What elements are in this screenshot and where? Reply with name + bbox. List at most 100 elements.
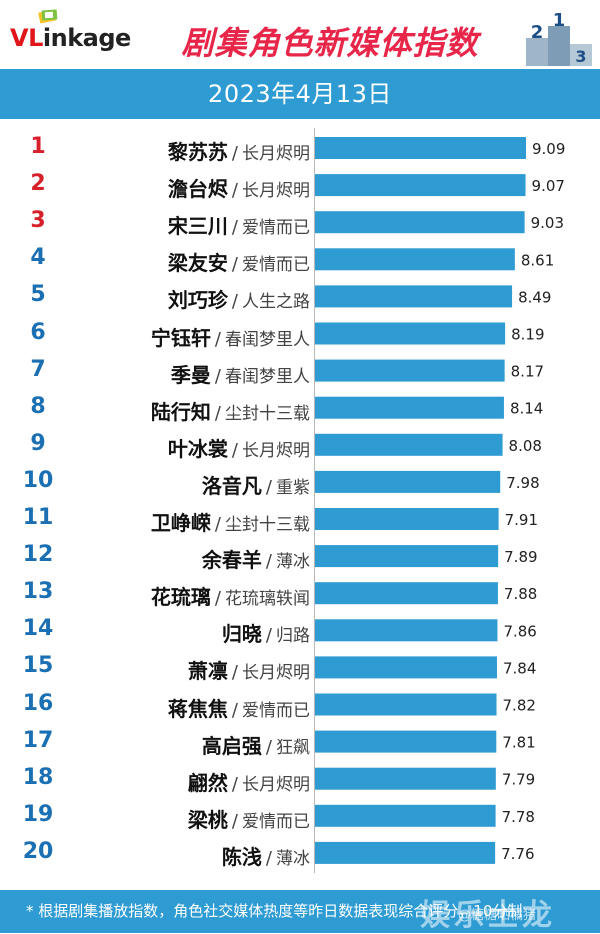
rank-number: 19 <box>22 801 54 827</box>
separator: / <box>265 625 272 647</box>
role-label: 梁友安 / 爱情而已 <box>168 247 310 276</box>
rank-number: 2 <box>30 171 46 197</box>
drama-name: 尘封十三载 <box>225 515 310 535</box>
value-label: 7.89 <box>504 548 537 566</box>
role-label: 宋三川 / 爱情而已 <box>168 210 310 239</box>
podium-digit-2: 2 <box>531 22 544 43</box>
podium-icon: 2 1 3 <box>526 10 592 66</box>
role-label: 翩然 / 长月烬明 <box>188 767 310 796</box>
rank-number: 4 <box>30 245 46 271</box>
value-label: 7.88 <box>504 585 537 603</box>
role-name: 花琉璃 <box>150 585 211 610</box>
role-label: 洛音凡 / 重紫 <box>202 470 310 499</box>
ranking-row: 14 归晓 / 归路 <box>0 612 600 649</box>
watermark: 娱乐土龙 <box>420 898 556 933</box>
separator: / <box>214 328 221 350</box>
bar <box>315 248 515 271</box>
value-label: 7.82 <box>503 697 536 715</box>
separator: / <box>214 588 221 610</box>
bar <box>315 174 526 197</box>
drama-name: 爱情而已 <box>242 218 310 239</box>
date-banner: 2023年4月13日 <box>0 69 600 119</box>
role-name: 黎苏苏 <box>167 140 228 164</box>
ranking-row: 15 萧凛 / 长月烬明 <box>0 649 600 686</box>
rank-number: 11 <box>22 505 54 530</box>
separator: / <box>231 180 238 202</box>
bar <box>315 508 499 530</box>
role-label: 陆行知 / 尘封十三载 <box>151 396 310 425</box>
drama-name: 人生之路 <box>242 292 310 313</box>
rank-number: 14 <box>22 616 54 642</box>
ranking-row: 12 余春羊 / 薄冰 <box>0 538 600 575</box>
role-label: 叶冰裳 / 长月烬明 <box>168 433 310 462</box>
value-label: 7.79 <box>502 771 535 789</box>
bar <box>315 137 526 159</box>
bar <box>315 211 525 234</box>
value-label: 7.91 <box>505 511 538 529</box>
bar <box>315 767 496 790</box>
bar <box>315 545 499 568</box>
bar <box>315 619 498 642</box>
bar <box>315 582 498 605</box>
value-label: 7.76 <box>501 845 534 863</box>
value-label: 9.09 <box>532 140 565 158</box>
separator: / <box>231 810 238 832</box>
role-label: 陈浅 / 薄冰 <box>222 841 310 870</box>
rank-number: 9 <box>30 430 46 456</box>
role-name: 宁钰轩 <box>150 325 211 350</box>
role-name: 蒋焦焦 <box>167 696 228 721</box>
drama-name: 狂飙 <box>276 737 310 758</box>
value-label: 7.84 <box>503 659 536 677</box>
rank-number: 20 <box>22 838 54 864</box>
ranking-row: 3 宋三川 / 爱情而已 <box>0 204 600 241</box>
role-label: 萧凛 / 长月烬明 <box>188 655 310 684</box>
rank-number: 6 <box>30 319 46 345</box>
role-label: 归晓 / 归路 <box>222 618 310 647</box>
footer: * 根据剧集播放指数，角色社交媒体热度等昨日数据表现综合评分，10分制 娱乐土龙… <box>0 890 600 933</box>
separator: / <box>265 736 272 758</box>
role-name: 余春羊 <box>201 548 262 573</box>
value-label: 9.03 <box>531 214 564 232</box>
separator: / <box>231 143 238 164</box>
value-label: 8.61 <box>521 251 554 269</box>
bar <box>315 730 497 753</box>
bar <box>315 285 513 308</box>
value-label: 8.14 <box>510 400 543 418</box>
ranking-row: 19 梁桃 / 爱情而已 <box>0 798 600 835</box>
ranking-row: 9 叶冰裳 / 长月烬明 <box>0 427 600 464</box>
drama-name: 长月烬明 <box>242 440 310 461</box>
rank-number: 13 <box>22 579 54 605</box>
rank-number: 1 <box>30 134 46 159</box>
value-label: 7.81 <box>502 734 535 752</box>
ranking-row: 10 洛音凡 / 重紫 <box>0 464 600 501</box>
role-label: 黎苏苏 / 长月烬明 <box>168 136 310 165</box>
ranking-row: 11 卫峥嵘 / 尘封十三载 <box>0 501 600 538</box>
role-name: 刘巧珍 <box>167 288 228 313</box>
rank-number: 17 <box>22 727 54 753</box>
value-label: 9.07 <box>532 177 565 195</box>
bar <box>315 693 497 716</box>
drama-name: 爱情而已 <box>242 700 310 721</box>
drama-name: 薄冰 <box>276 552 310 573</box>
role-name: 卫峥嵘 <box>150 511 211 535</box>
drama-name: 爱情而已 <box>242 811 310 832</box>
rank-number: 5 <box>30 282 46 308</box>
value-label: 7.98 <box>506 474 539 492</box>
bar <box>315 322 506 345</box>
role-name: 萧凛 <box>187 659 228 684</box>
role-label: 梁桃 / 爱情而已 <box>188 804 310 833</box>
separator: / <box>231 662 238 684</box>
ranking-row: 8 陆行知 / 尘封十三载 <box>0 390 600 427</box>
drama-name: 重紫 <box>276 477 310 498</box>
ranking-row: 20 陈浅 / 薄冰 <box>0 835 600 872</box>
bar <box>315 841 496 864</box>
value-label: 8.49 <box>518 288 551 306</box>
vlinkage-logo: VLinkage <box>10 24 131 52</box>
logo-rest: inkage <box>42 24 131 52</box>
ranking-row: 18 翩然 / 长月烬明 <box>0 761 600 798</box>
separator: / <box>265 551 272 573</box>
ranking-row: 7 季曼 / 春闺梦里人 <box>0 353 600 390</box>
separator: / <box>214 514 221 535</box>
separator: / <box>214 365 221 387</box>
separator: / <box>231 773 238 795</box>
